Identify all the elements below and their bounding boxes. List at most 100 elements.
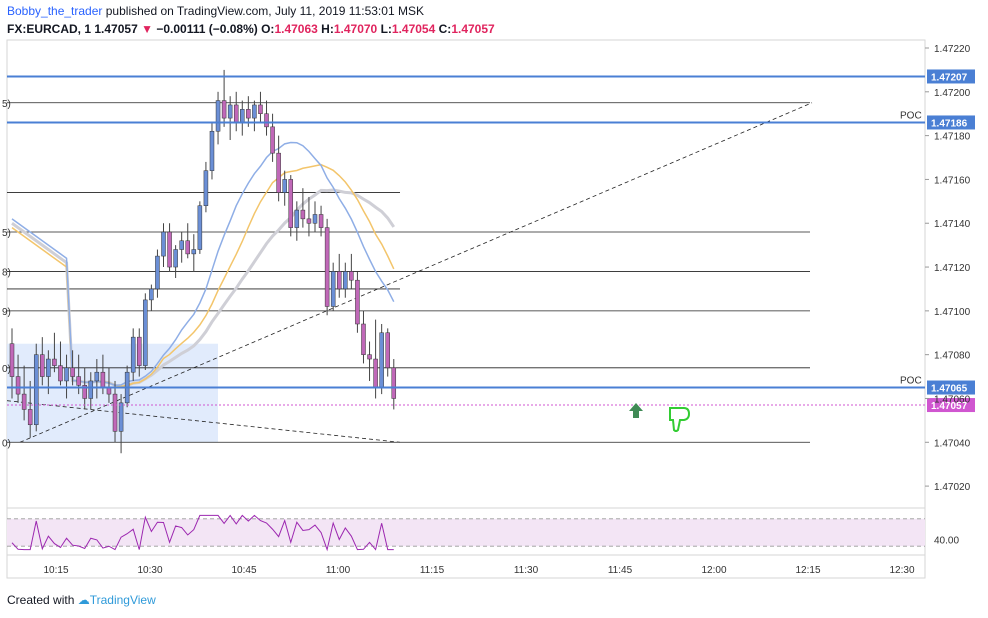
candle-body [197, 205, 203, 250]
candle-body [58, 365, 63, 382]
author-link[interactable]: Bobby_the_trader [7, 4, 103, 18]
candle-body [294, 209, 300, 228]
high-value: 1.47070 [333, 22, 378, 36]
candle-body [149, 288, 154, 301]
candle-body [82, 385, 87, 399]
candle-body [240, 109, 245, 123]
candle-body [143, 299, 148, 366]
price-tag-label: 1.47065 [931, 384, 968, 395]
close-label: C: [438, 22, 452, 36]
candle-body [179, 240, 184, 250]
candle-body [379, 332, 384, 388]
candle-body [264, 113, 269, 128]
y-tick-label: 1.47220 [934, 44, 971, 55]
candle-body [76, 376, 81, 386]
candle-body [391, 367, 397, 399]
range-box [7, 343, 218, 443]
axes: 1.47220 1.47200 1.47180 1.47160 1.47140 1.471… [43, 44, 970, 576]
price-tag-label: 1.47207 [931, 72, 968, 83]
fib-label: 5) [2, 228, 11, 239]
down-arrow-icon: ▼ [141, 22, 153, 36]
low-value: 1.47054 [391, 22, 436, 36]
candle-body [215, 100, 221, 132]
price-tag-bg [927, 398, 975, 413]
candle-body [252, 104, 257, 119]
price-tag-label: 1.47186 [931, 118, 968, 129]
price-tag-label: 1.47057 [931, 401, 968, 412]
symbol-label: FX:EURCAD, 1 [7, 22, 92, 36]
candle-body [9, 343, 15, 377]
close-value: 1.47057 [451, 22, 495, 36]
candle-body [288, 179, 294, 228]
candle-body [233, 104, 239, 123]
poc-label: POC [900, 110, 922, 121]
x-tick-label: 12:00 [701, 565, 726, 576]
moving-average-line [11, 141, 395, 387]
open-label: O: [261, 22, 275, 36]
y-tick-label: 1.47040 [934, 438, 971, 449]
y-tick-label: 1.47120 [934, 263, 971, 274]
price-tag-bg [927, 115, 975, 130]
candle-body [130, 336, 136, 373]
fib-label: 0) [2, 438, 11, 449]
candle-body [343, 271, 348, 290]
candle-body [258, 104, 263, 114]
candle-body [270, 126, 275, 154]
price-tag-bg [927, 380, 975, 395]
poc-label: POC [900, 376, 922, 387]
candle-body [300, 209, 306, 220]
fib-levels: 5) 5) 8) 9) 0) 0) [2, 99, 813, 449]
candle-body [118, 402, 124, 432]
candle-body [137, 336, 142, 366]
candle-body [40, 354, 45, 377]
rsi-pane: 40.00 [7, 514, 959, 552]
candle-body [52, 358, 57, 366]
candle-body [312, 214, 318, 224]
candle-body [173, 249, 178, 268]
low-label: L: [380, 22, 392, 36]
horizontal-levels[interactable]: 1.47207 POC 1.47186 POC 1.47065 1.47057 [7, 69, 975, 432]
x-tick-label: 10:15 [43, 565, 68, 576]
candle-body [367, 354, 372, 360]
candle-body [161, 231, 166, 257]
candle-body [112, 393, 118, 432]
candle-body [385, 332, 390, 369]
candle-body [155, 255, 160, 290]
candle-body [349, 271, 354, 281]
thumbs-down-icon [669, 407, 691, 432]
rsi-line [11, 514, 394, 552]
publish-info: published on TradingView.com, July 11, 2… [105, 4, 424, 18]
candle-body [276, 152, 281, 193]
candle-body [64, 367, 69, 382]
x-tick-label: 12:30 [889, 565, 914, 576]
price-change: −0.00111 (−0.08%) [156, 22, 258, 36]
candle-body [246, 109, 251, 119]
candle-body [167, 231, 172, 268]
open-value: 1.47063 [274, 22, 318, 36]
candle-body [70, 367, 75, 377]
candle-body [185, 240, 190, 255]
y-tick-label: 1.47200 [934, 88, 971, 99]
y-tick-label: 1.47020 [934, 482, 971, 493]
x-tick-label: 10:30 [137, 565, 162, 576]
ohlc-legend: FX:EURCAD, 1 1.47057 ▼ −0.00111 (−0.08%)… [7, 22, 495, 37]
candle-body [355, 279, 360, 325]
candle-body [282, 179, 287, 193]
x-tick-label: 11:30 [514, 565, 539, 576]
x-tick-label: 12:15 [795, 565, 820, 576]
trend-line [6, 400, 401, 443]
candle-body [15, 376, 21, 395]
candle-body [209, 130, 215, 171]
candle-body [21, 393, 27, 410]
candle-body [336, 271, 342, 290]
tradingview-brand[interactable]: TradingView [89, 593, 156, 607]
candle-body [94, 371, 100, 382]
candle-body [191, 249, 197, 255]
candle-body [100, 371, 106, 388]
moving-averages [11, 141, 396, 388]
candle-body [318, 214, 324, 228]
candle-body [203, 170, 209, 206]
candle-body [361, 323, 366, 355]
candle-body [227, 104, 233, 119]
